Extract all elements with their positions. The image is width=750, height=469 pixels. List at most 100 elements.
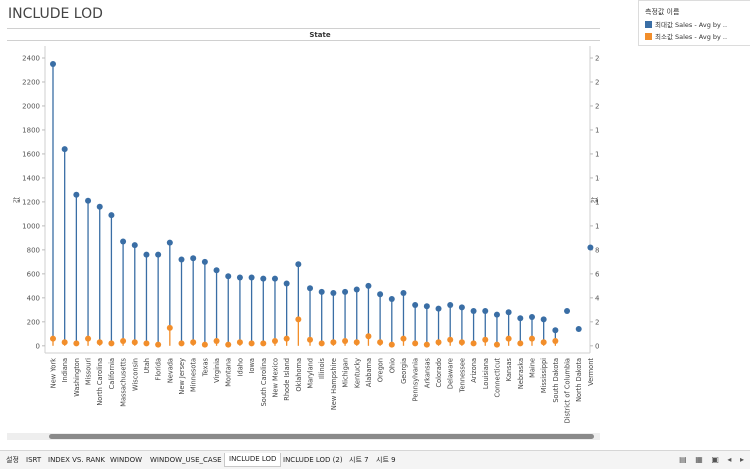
min-point: [388, 341, 395, 348]
max-point: [260, 275, 267, 282]
lollipop-chart[interactable]: State 0 0 200 200 400 400 600 600 800 800 1000 1000 1…: [7, 28, 613, 446]
x-tick-label: Massachusetts: [120, 357, 128, 406]
x-tick-label: Arkansas: [423, 357, 431, 388]
min-point: [552, 338, 559, 345]
legend-label-max: 최대값 Sales - Avg by ..: [655, 21, 728, 29]
min-point: [166, 324, 173, 331]
max-point: [564, 308, 571, 315]
min-point: [412, 340, 419, 347]
scroll-right-icon[interactable]: ▸: [739, 455, 744, 464]
y-tick-label-right: 1600: [595, 150, 600, 158]
max-point: [470, 308, 477, 315]
min-point: [108, 340, 115, 347]
x-tick-label: Indiana: [61, 358, 69, 382]
min-point: [271, 338, 278, 345]
y-tick-label-right: 200: [595, 318, 600, 326]
y-tick-label-left: 1000: [22, 222, 40, 230]
tab-window-use-case[interactable]: WINDOW_USE_CASE: [150, 456, 222, 464]
max-point: [423, 303, 430, 310]
x-tick-label: Arizona: [470, 358, 478, 383]
min-point: [318, 340, 325, 347]
max-point: [517, 315, 524, 322]
tab-sheet-9[interactable]: 시트 9: [376, 456, 396, 464]
legend-swatch-min: [645, 33, 652, 40]
y-tick-label-right: 2400: [595, 54, 600, 62]
x-tick-label: Minnesota: [190, 358, 198, 392]
x-tick-label: Montana: [225, 358, 233, 387]
min-point: [482, 336, 489, 343]
tab-bar-controls: ▤ ▦ ▣ ◂ ▸: [673, 455, 744, 464]
max-point: [540, 316, 547, 323]
max-point: [342, 288, 349, 295]
y-tick-label-left: 200: [27, 318, 40, 326]
x-tick-label: Georgia: [400, 358, 408, 384]
chart-area[interactable]: State 0 0 200 200 400 400 600 600 800 800 1000 1000 1…: [7, 28, 613, 446]
max-point: [143, 251, 150, 258]
new-sheet-icon[interactable]: ▤: [679, 455, 687, 464]
max-point: [458, 304, 465, 311]
min-point: [435, 339, 442, 346]
x-tick-label: South Carolina: [260, 358, 268, 406]
tab-window[interactable]: WINDOW: [110, 456, 143, 464]
max-point: [213, 267, 220, 274]
max-point: [587, 244, 594, 251]
y-tick-label-right: 600: [595, 270, 600, 278]
x-tick-label: Alabama: [365, 358, 373, 387]
min-point: [342, 338, 349, 345]
max-point: [365, 282, 372, 289]
legend-item-max[interactable]: 최대값 Sales - Avg by ..: [645, 19, 727, 29]
y-tick-label-right: 2200: [595, 78, 600, 86]
max-point: [178, 256, 185, 263]
legend-item-min[interactable]: 최소값 Sales - Avg by ..: [645, 31, 727, 41]
new-story-icon[interactable]: ▣: [711, 455, 719, 464]
max-point: [61, 146, 68, 153]
y-axis-title-left: 값: [13, 196, 21, 203]
tab-index-vs-rank[interactable]: INDEX VS. RANK: [48, 456, 106, 464]
sheet-tab-bar: 설정 ISRT INDEX VS. RANK WINDOW WINDOW_USE…: [0, 450, 750, 469]
max-point: [96, 203, 103, 210]
min-point: [73, 340, 80, 347]
x-tick-label: Idaho: [236, 358, 244, 376]
x-tick-label: Connecticut: [493, 358, 501, 398]
y-tick-label-left: 2000: [22, 102, 40, 110]
tab-isrt[interactable]: ISRT: [26, 456, 42, 464]
max-point: [108, 212, 115, 219]
min-point: [295, 316, 302, 323]
scrollbar-thumb[interactable]: [49, 434, 594, 439]
max-point: [412, 302, 419, 309]
max-point: [73, 191, 80, 198]
max-point: [120, 238, 127, 245]
min-point: [61, 339, 68, 346]
max-point: [505, 309, 512, 316]
tab-include-lod[interactable]: INCLUDE LOD: [224, 453, 282, 467]
x-tick-label: Virginia: [213, 358, 221, 383]
min-point: [178, 340, 185, 347]
max-point: [201, 258, 208, 265]
max-point: [236, 274, 243, 281]
min-point: [458, 339, 465, 346]
tab-include-lod-2[interactable]: INCLUDE LOD (2): [283, 456, 343, 464]
min-point: [120, 338, 127, 345]
x-tick-label: District of Columbia: [564, 358, 572, 423]
y-tick-label-left: 2400: [22, 54, 40, 62]
min-point: [155, 341, 162, 348]
max-point: [330, 290, 337, 297]
min-point: [505, 335, 512, 342]
max-point: [190, 255, 197, 262]
x-tick-label: North Dakota: [575, 358, 583, 402]
y-tick-label-left: 1800: [22, 126, 40, 134]
scroll-left-icon[interactable]: ◂: [727, 455, 732, 464]
min-point: [283, 335, 290, 342]
x-tick-label: Kansas: [505, 357, 513, 381]
max-point: [225, 273, 232, 280]
x-tick-label: Kentucky: [353, 358, 361, 388]
min-point: [400, 335, 407, 342]
min-point: [96, 339, 103, 346]
max-point: [528, 314, 535, 321]
x-tick-label: Rhode Island: [283, 358, 291, 401]
tab-settings[interactable]: 설정: [6, 456, 19, 464]
new-dashboard-icon[interactable]: ▦: [695, 455, 703, 464]
max-point: [575, 326, 582, 333]
tab-sheet-7[interactable]: 시트 7: [349, 456, 369, 464]
legend[interactable]: 측정값 이름 최대값 Sales - Avg by .. 최소값 Sales -…: [638, 0, 750, 46]
